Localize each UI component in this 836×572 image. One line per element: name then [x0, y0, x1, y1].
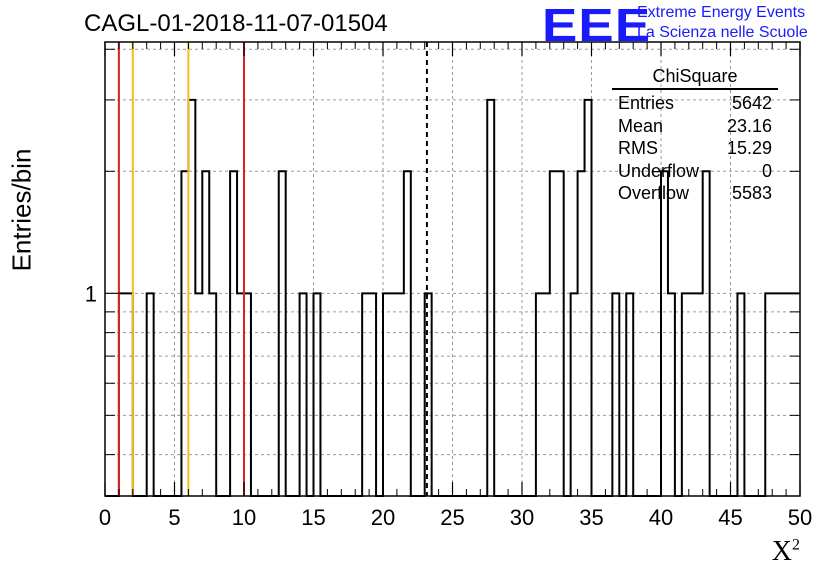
- histogram-bin: [390, 293, 397, 496]
- stats-title: ChiSquare: [612, 66, 778, 90]
- histogram-bin: [369, 293, 376, 496]
- histogram-bin: [578, 171, 585, 496]
- eee-logo-line1: Extreme Energy Events: [637, 4, 806, 21]
- histogram-bin: [397, 293, 404, 496]
- histogram-bin: [689, 293, 696, 496]
- stats-rows: Entries 5642 Mean 23.16 RMS 15.29 Underflow 0 Ov…: [612, 92, 778, 205]
- histogram-bin: [793, 293, 800, 496]
- x-tick-label: 30: [510, 505, 534, 530]
- histogram-bin: [536, 293, 543, 496]
- stats-row-mean: Mean 23.16: [612, 115, 778, 138]
- histogram-bin: [230, 171, 237, 496]
- chart-title: CAGL-01-2018-11-07-01504: [84, 10, 388, 37]
- x-tick-label: 20: [371, 505, 395, 530]
- stats-row-underflow: Underflow 0: [612, 160, 778, 183]
- stats-row-entries: Entries 5642: [612, 92, 778, 115]
- histogram-bin: [543, 293, 550, 496]
- histogram-bin: [682, 293, 689, 496]
- histogram-bin: [119, 293, 126, 496]
- histogram-bin: [300, 293, 307, 496]
- histogram-bin: [703, 171, 710, 496]
- histogram-bin: [786, 293, 793, 496]
- histogram-bin: [209, 293, 216, 496]
- histogram-bin: [668, 293, 675, 496]
- x-tick-label: 25: [440, 505, 464, 530]
- histogram-bin: [362, 293, 369, 496]
- histogram-bin: [279, 171, 286, 496]
- stats-value: 23.16: [726, 115, 772, 136]
- histogram-bin: [244, 293, 251, 496]
- histogram-bin: [772, 293, 779, 496]
- histogram-bin: [181, 171, 188, 496]
- histogram-bin: [585, 100, 592, 496]
- histogram-bin: [626, 293, 633, 496]
- histogram-bin: [696, 293, 703, 496]
- x-axis-label: X2: [771, 536, 800, 567]
- histogram-bin: [202, 171, 209, 496]
- x-tick-label: 40: [649, 505, 673, 530]
- histogram-bin: [195, 293, 202, 496]
- histogram-bin: [383, 293, 390, 496]
- histogram-bin: [557, 171, 564, 496]
- y-tick-label: 1: [85, 281, 97, 306]
- histogram-bin: [661, 171, 668, 496]
- stats-value: 0: [761, 160, 772, 181]
- histogram-bin: [126, 293, 133, 496]
- eee-logo-mark: EEE: [542, 0, 652, 51]
- histogram-bin: [188, 100, 195, 496]
- histogram-bin: [237, 293, 244, 496]
- stats-box: ChiSquare Entries 5642 Mean 23.16 RMS 15.29 Un…: [612, 66, 778, 205]
- histogram-bin: [487, 100, 494, 496]
- stats-row-overflow: Overflow 5583: [612, 182, 778, 205]
- x-tick-label: 0: [99, 505, 111, 530]
- x-tick-label: 5: [168, 505, 180, 530]
- x-tick-label: 50: [788, 505, 812, 530]
- stats-value: 15.29: [726, 138, 772, 158]
- stats-label: Overflow: [618, 183, 690, 203]
- histogram-bin: [612, 293, 619, 496]
- stats-label: RMS: [618, 138, 658, 158]
- histogram-bin: [571, 293, 578, 496]
- histogram-bin: [404, 171, 411, 496]
- x-tick-label: 45: [718, 505, 742, 530]
- x-tick-label: 35: [579, 505, 603, 530]
- stats-value: 5642: [731, 93, 772, 113]
- histogram-bin: [314, 293, 321, 496]
- histogram-bin: [737, 293, 744, 496]
- histogram-bin: [425, 293, 432, 496]
- histogram-bin: [550, 171, 557, 496]
- stats-label: Entries: [618, 93, 675, 113]
- x-tick-label: 10: [232, 505, 256, 530]
- histogram-bin: [779, 293, 786, 496]
- histogram-bin: [147, 293, 154, 496]
- eee-logo-line2: La Scienza nelle Scuole: [637, 24, 808, 41]
- stats-row-rms: RMS 15.29: [612, 137, 778, 160]
- stats-label: Mean: [618, 115, 664, 136]
- stats-label: Underflow: [618, 160, 700, 181]
- histogram-bin: [765, 293, 772, 496]
- x-tick-label: 15: [301, 505, 325, 530]
- stats-value: 5583: [731, 183, 772, 203]
